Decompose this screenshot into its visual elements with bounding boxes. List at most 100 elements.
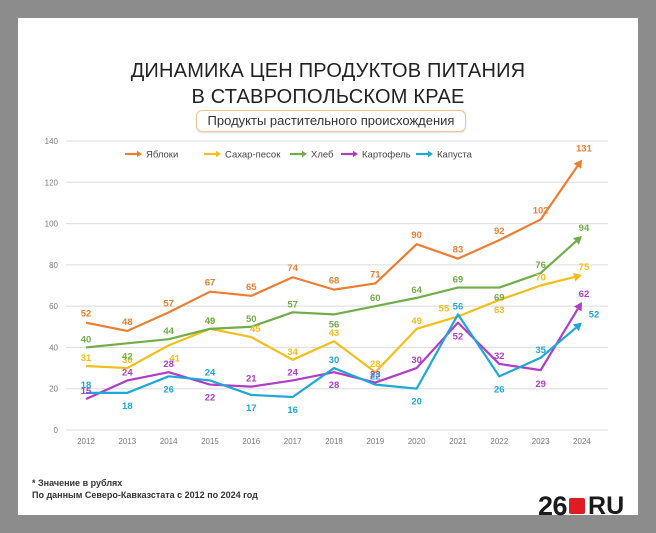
data-label: 28	[370, 359, 381, 370]
data-label: 92	[494, 226, 505, 237]
data-label: 28	[329, 380, 340, 391]
data-label: 30	[122, 355, 133, 366]
data-label: 20	[411, 397, 422, 408]
data-label: 68	[329, 276, 340, 287]
x-tick-label: 2018	[325, 437, 343, 446]
data-label: 65	[246, 282, 257, 293]
data-label: 24	[122, 367, 133, 378]
legend-label: Яблоки	[146, 150, 178, 161]
y-tick-label: 20	[49, 385, 58, 394]
y-tick-label: 140	[45, 137, 59, 146]
data-label: 55	[439, 303, 450, 314]
data-label: 44	[163, 326, 174, 337]
data-label: 18	[122, 401, 133, 412]
chart-subtitle: Продукты растительного происхождения	[196, 110, 466, 132]
data-label: 56	[329, 319, 340, 330]
legend-arrow-icon	[216, 150, 221, 158]
data-label: 69	[494, 293, 505, 304]
logo-square	[569, 498, 586, 514]
data-label: 57	[163, 298, 174, 309]
x-tick-label: 2020	[408, 437, 426, 446]
data-label: 71	[370, 269, 381, 280]
data-label: 94	[579, 223, 590, 234]
data-label: 40	[81, 334, 92, 345]
data-label: 75	[579, 262, 590, 273]
legend-label: Капуста	[437, 150, 473, 161]
data-label: 49	[205, 316, 216, 327]
legend-arrow-icon	[137, 150, 142, 158]
chart-card: ДИНАМИКА ЦЕН ПРОДУКТОВ ПИТАНИЯ В СТАВРОП…	[18, 18, 638, 521]
data-label: 21	[246, 374, 257, 385]
data-label: 28	[163, 359, 174, 370]
data-label: 52	[453, 332, 464, 343]
y-tick-label: 0	[54, 426, 59, 435]
x-tick-label: 2019	[366, 437, 384, 446]
data-label: 42	[122, 351, 133, 362]
legend-label: Хлеб	[311, 150, 334, 161]
data-label: 64	[411, 285, 422, 296]
data-label: 60	[370, 293, 381, 304]
y-tick-label: 80	[49, 261, 58, 270]
data-label: 102	[533, 205, 549, 216]
data-label: 41	[169, 353, 180, 364]
data-label: 62	[579, 289, 590, 300]
chart-title-line2: В СТАВРОПОЛЬСКОМ КРАЕ	[191, 86, 465, 108]
data-label: 30	[329, 355, 340, 366]
data-label: 18	[81, 380, 92, 391]
data-label: 31	[81, 353, 92, 364]
legend-label: Картофель	[362, 150, 411, 161]
series-arrow-icon	[573, 302, 582, 312]
logo-suffix: RU	[588, 491, 625, 520]
series-line	[85, 308, 579, 401]
x-tick-label: 2024	[573, 437, 591, 446]
y-tick-label: 100	[45, 220, 59, 229]
data-label: 22	[370, 372, 381, 383]
legend-arrow-icon	[428, 150, 433, 158]
y-tick-label: 60	[49, 302, 58, 311]
legend-arrow-icon	[353, 150, 358, 158]
data-label: 26	[494, 384, 505, 395]
data-label: 70	[535, 273, 546, 284]
x-tick-label: 2012	[77, 437, 95, 446]
data-label: 16	[287, 405, 298, 416]
footnote-source: По данным Северо-Кавказстата с 2012 по 2…	[32, 490, 258, 500]
data-label: 49	[411, 316, 422, 327]
x-tick-label: 2014	[160, 437, 178, 446]
data-label: 48	[122, 317, 133, 328]
data-label: 69	[453, 275, 464, 286]
data-label: 26	[163, 384, 174, 395]
x-tick-label: 2015	[201, 437, 219, 446]
data-label: 30	[411, 355, 422, 366]
series-arrow-icon	[573, 272, 582, 282]
y-tick-label: 120	[45, 178, 59, 187]
y-tick-label: 40	[49, 343, 58, 352]
data-label: 83	[453, 245, 464, 256]
data-label: 49	[205, 316, 216, 327]
chart-title: ДИНАМИКА ЦЕН ПРОДУКТОВ ПИТАНИЯ В СТАВРОП…	[18, 58, 638, 110]
data-label: 52	[81, 309, 92, 320]
data-label: 131	[576, 144, 593, 155]
series-arrow-icon	[572, 322, 582, 332]
data-label: 67	[205, 278, 216, 289]
series-arrow-icon	[573, 235, 582, 245]
series-line	[85, 276, 575, 374]
series-line	[86, 313, 577, 399]
data-label: 57	[287, 299, 298, 310]
x-tick-label: 2017	[284, 437, 302, 446]
data-label: 45	[250, 324, 261, 335]
data-label: 74	[287, 263, 298, 274]
data-label: 32	[494, 351, 505, 362]
data-label: 34	[287, 347, 298, 358]
data-label: 50	[246, 314, 257, 325]
data-label: 52	[589, 310, 600, 321]
data-label: 24	[205, 367, 216, 378]
data-label: 17	[246, 403, 257, 414]
logo-number: 26	[538, 490, 568, 521]
data-label: 35	[535, 345, 546, 356]
x-tick-label: 2021	[449, 437, 467, 446]
x-tick-label: 2016	[242, 437, 260, 446]
chart-title-line1: ДИНАМИКА ЦЕН ПРОДУКТОВ ПИТАНИЯ	[130, 60, 526, 82]
data-label: 90	[411, 230, 422, 241]
data-label: 56	[453, 301, 464, 312]
data-label: 15	[81, 386, 92, 397]
